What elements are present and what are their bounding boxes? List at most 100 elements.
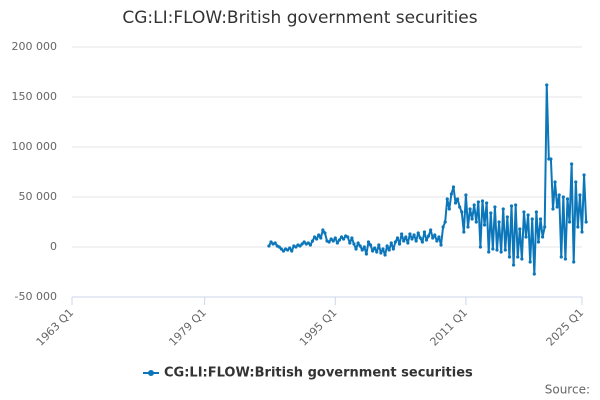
point bbox=[339, 235, 344, 239]
point bbox=[356, 241, 360, 245]
point bbox=[543, 225, 547, 229]
point bbox=[337, 238, 342, 242]
point bbox=[441, 225, 445, 229]
point bbox=[476, 200, 480, 204]
point bbox=[565, 197, 570, 201]
point bbox=[300, 242, 304, 246]
point bbox=[553, 180, 557, 184]
point bbox=[400, 232, 404, 236]
point bbox=[538, 217, 543, 221]
point bbox=[536, 240, 541, 244]
point bbox=[530, 217, 534, 221]
point bbox=[431, 236, 435, 240]
point bbox=[315, 237, 319, 241]
point bbox=[395, 236, 400, 240]
point bbox=[493, 205, 497, 209]
point bbox=[279, 247, 283, 251]
point bbox=[472, 203, 476, 207]
chart-title: CG:LI:FLOW:British government securities bbox=[122, 8, 477, 28]
point bbox=[495, 248, 499, 252]
point bbox=[323, 231, 327, 235]
point bbox=[387, 248, 391, 252]
point bbox=[532, 272, 536, 276]
point bbox=[435, 239, 439, 243]
y-tick-label: 0 bbox=[50, 240, 57, 253]
point bbox=[572, 260, 576, 264]
point bbox=[437, 235, 441, 239]
point bbox=[360, 248, 364, 252]
point bbox=[379, 251, 383, 255]
point bbox=[414, 239, 418, 243]
point bbox=[514, 203, 518, 207]
point bbox=[509, 204, 514, 208]
point bbox=[424, 238, 429, 242]
point bbox=[358, 244, 362, 248]
point bbox=[429, 228, 433, 232]
point bbox=[422, 230, 427, 234]
point bbox=[445, 197, 449, 201]
point bbox=[383, 253, 387, 257]
point bbox=[499, 250, 503, 254]
point bbox=[277, 245, 281, 249]
point bbox=[408, 232, 412, 236]
point bbox=[308, 243, 313, 247]
x-tick-label: 1963 Q1 bbox=[34, 306, 77, 349]
point bbox=[522, 210, 526, 214]
point bbox=[368, 243, 373, 247]
point bbox=[433, 233, 437, 237]
point bbox=[373, 246, 377, 250]
y-tick-label: 150 000 bbox=[12, 90, 58, 103]
point bbox=[294, 245, 298, 249]
point bbox=[375, 250, 379, 254]
point bbox=[567, 220, 572, 224]
point bbox=[327, 240, 331, 244]
point bbox=[551, 207, 555, 211]
point bbox=[487, 250, 491, 254]
point bbox=[416, 231, 420, 235]
point bbox=[580, 230, 584, 234]
legend-marker bbox=[148, 370, 154, 376]
point bbox=[410, 237, 414, 241]
point bbox=[397, 242, 402, 246]
point bbox=[501, 207, 505, 211]
point bbox=[281, 249, 286, 253]
point bbox=[402, 239, 406, 243]
point bbox=[317, 233, 321, 237]
point bbox=[364, 252, 368, 256]
point bbox=[574, 180, 578, 184]
point bbox=[516, 255, 520, 259]
y-tick-label: 50 000 bbox=[19, 190, 58, 203]
point bbox=[582, 173, 586, 177]
point bbox=[541, 235, 545, 239]
x-tick-label: 1995 Q1 bbox=[297, 306, 340, 349]
point bbox=[331, 239, 335, 243]
point bbox=[555, 205, 559, 209]
x-tick-label: 2011 Q1 bbox=[428, 306, 471, 349]
point bbox=[389, 241, 393, 245]
point bbox=[578, 193, 582, 197]
point bbox=[474, 220, 478, 224]
point bbox=[561, 195, 565, 199]
point bbox=[335, 241, 339, 245]
point bbox=[497, 220, 501, 224]
point bbox=[557, 193, 561, 197]
point bbox=[456, 197, 460, 201]
point bbox=[480, 199, 485, 203]
point bbox=[329, 237, 333, 241]
point bbox=[576, 225, 580, 229]
point bbox=[451, 185, 456, 189]
point bbox=[505, 215, 509, 219]
point bbox=[310, 239, 315, 243]
point bbox=[584, 220, 588, 224]
point bbox=[503, 248, 507, 252]
point bbox=[362, 245, 366, 249]
point bbox=[443, 220, 447, 224]
point bbox=[563, 257, 568, 261]
line bbox=[268, 84, 588, 275]
point bbox=[466, 225, 470, 229]
point bbox=[298, 244, 302, 248]
point bbox=[439, 243, 443, 247]
point bbox=[507, 255, 512, 259]
point bbox=[420, 240, 424, 244]
